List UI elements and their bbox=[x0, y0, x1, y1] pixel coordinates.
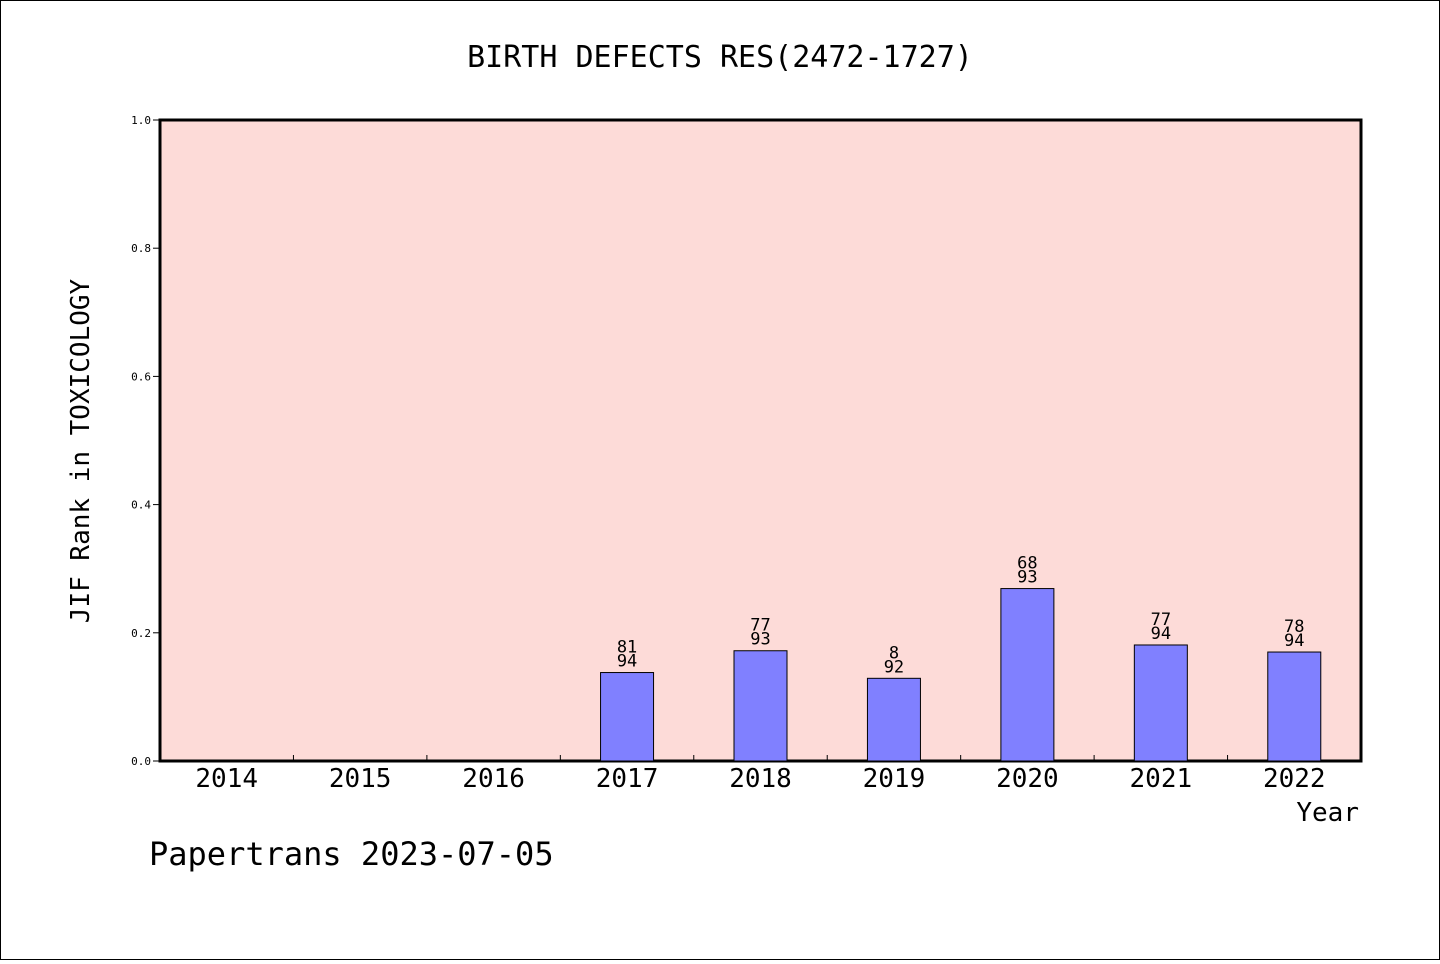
bar-label-rank: 81 bbox=[617, 638, 637, 658]
bar bbox=[1267, 651, 1322, 762]
y-tick-label: 0.4 bbox=[131, 499, 151, 512]
bars-group bbox=[600, 588, 1322, 762]
bar-label-rank: 77 bbox=[1151, 610, 1171, 630]
bar-label-total: 93 bbox=[750, 630, 770, 650]
y-tick-label: 0.0 bbox=[131, 755, 151, 768]
bar bbox=[733, 650, 788, 762]
bar-label-rank: 78 bbox=[1284, 617, 1304, 637]
x-tick-label: 2015 bbox=[329, 764, 392, 794]
x-tick-label: 2014 bbox=[195, 764, 258, 794]
y-tick-label: 0.2 bbox=[131, 627, 151, 640]
bar-label-total: 94 bbox=[1151, 624, 1171, 644]
bar-label-total: 93 bbox=[1017, 568, 1037, 588]
x-tick-label: 2020 bbox=[996, 764, 1059, 794]
y-axis-label: JIF Rank in TOXICOLOGY bbox=[66, 278, 96, 623]
bar-label-total: 94 bbox=[1284, 631, 1304, 651]
bar-label-total: 92 bbox=[884, 657, 904, 677]
bar bbox=[866, 677, 921, 762]
y-axis-ticks: 0.0 0.2 0.4 0.6 0.8 1.0 bbox=[131, 114, 160, 768]
x-tick-label: 2016 bbox=[462, 764, 525, 794]
x-tick-label: 2022 bbox=[1263, 764, 1326, 794]
bar-label-rank: 77 bbox=[750, 616, 770, 636]
x-axis-label: Year bbox=[1296, 798, 1359, 828]
bar bbox=[1133, 644, 1188, 762]
y-tick-label: 1.0 bbox=[131, 114, 151, 127]
y-tick-label: 0.8 bbox=[131, 242, 151, 255]
bar bbox=[1000, 588, 1055, 762]
bar-label-rank: 8 bbox=[889, 643, 899, 663]
bar-label-rank: 68 bbox=[1017, 554, 1037, 574]
x-tick-label: 2019 bbox=[863, 764, 926, 794]
x-tick-label: 2017 bbox=[596, 764, 659, 794]
y-tick-label: 0.6 bbox=[131, 370, 151, 383]
x-tick-label: 2021 bbox=[1130, 764, 1193, 794]
footer-text: Papertrans 2023-07-05 bbox=[149, 835, 554, 873]
bar bbox=[600, 672, 655, 762]
x-tick-label: 2018 bbox=[729, 764, 792, 794]
bar-label-total: 94 bbox=[617, 652, 637, 672]
x-axis-ticks: 2014 2015 2016 2017 2018 2019 2020 2021 2022 bbox=[195, 755, 1326, 794]
chart-title: BIRTH DEFECTS RES(2472-1727) bbox=[467, 40, 973, 75]
